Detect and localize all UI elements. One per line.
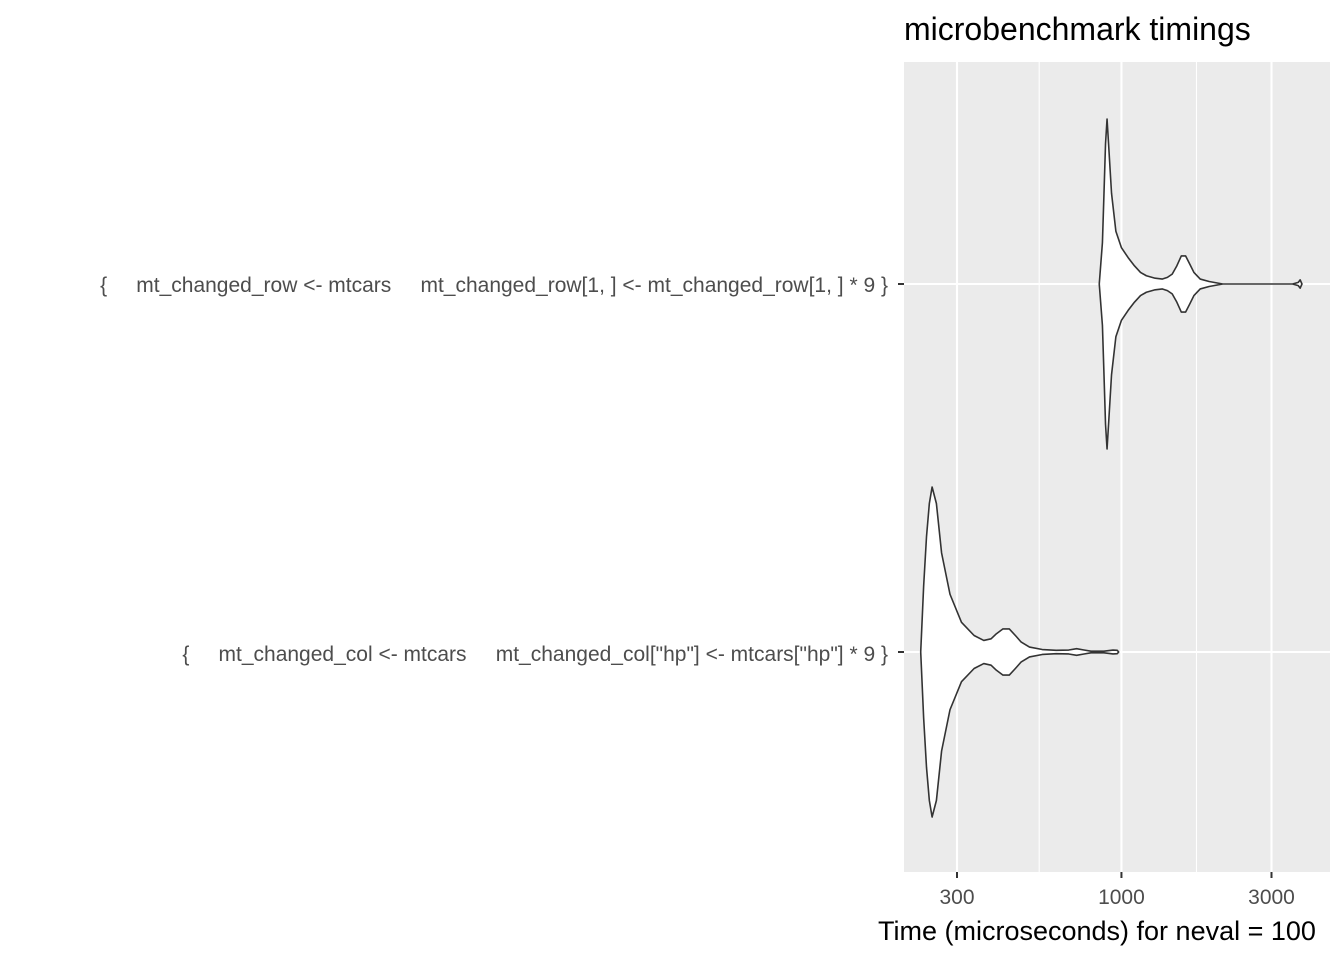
violins <box>919 118 1303 818</box>
category-label-row: { mt_changed_row <- mtcars mt_changed_ro… <box>100 274 888 297</box>
x-tick-label: 1000 <box>1098 886 1145 909</box>
y-axis-ticks <box>898 283 904 653</box>
x-tick-label: 300 <box>939 886 974 909</box>
chart-title: microbenchmark timings <box>904 11 1251 47</box>
category-label-col: { mt_changed_col <- mtcars mt_changed_co… <box>182 643 888 666</box>
x-axis-title: Time (microseconds) for neval = 100 <box>878 916 1316 946</box>
violin-0 <box>1098 118 1303 450</box>
x-tick-label: 3000 <box>1248 886 1295 909</box>
plot-panel <box>904 62 1330 872</box>
category-labels: { mt_changed_row <- mtcars mt_changed_ro… <box>100 274 888 666</box>
x-axis-ticks: 300 1000 3000 <box>939 872 1295 909</box>
violin-1 <box>919 486 1120 818</box>
minor-grid <box>1038 62 1198 872</box>
